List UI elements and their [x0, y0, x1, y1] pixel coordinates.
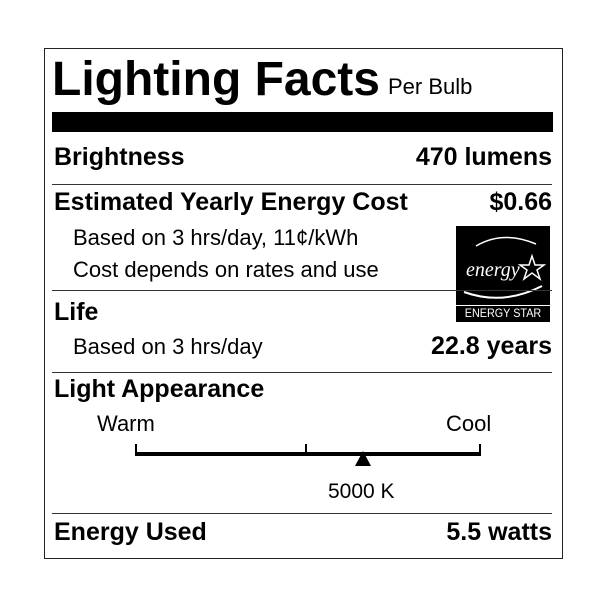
divider	[52, 290, 552, 291]
cost-note: Based on 3 hrs/day, 11¢/kWh	[73, 225, 359, 250]
warm-label: Warm	[97, 411, 155, 436]
cost-label: Estimated Yearly Energy Cost	[54, 188, 408, 216]
label-border	[44, 48, 563, 559]
appearance-label: Light Appearance	[54, 375, 265, 403]
life-label: Life	[54, 298, 99, 326]
brightness-label: Brightness	[54, 143, 185, 171]
life-value: 22.8 years	[431, 332, 552, 360]
divider	[52, 372, 552, 373]
header-bar	[52, 112, 553, 132]
divider	[52, 184, 552, 185]
divider	[52, 513, 552, 514]
cool-label: Cool	[446, 411, 492, 436]
appearance-scale	[135, 440, 481, 470]
cost-note: Cost depends on rates and use	[73, 257, 379, 282]
cost-value: $0.66	[489, 188, 552, 216]
label-subtitle: Per Bulb	[388, 74, 473, 99]
appearance-value: 5000 K	[328, 480, 395, 503]
energy-star-icon: energy	[463, 236, 547, 299]
brightness-value: 470 lumens	[415, 143, 552, 171]
energy-used-label: Energy Used	[54, 518, 207, 546]
energy-star-logo: energy ENERGY STAR	[456, 226, 550, 322]
logo-script: energy	[466, 259, 520, 281]
label-title: Lighting Facts	[52, 53, 380, 106]
logo-caption: ENERGY STAR	[464, 306, 542, 320]
life-note: Based on 3 hrs/day	[73, 334, 263, 359]
energy-used-value: 5.5 watts	[446, 518, 552, 546]
appearance-marker	[355, 451, 372, 466]
